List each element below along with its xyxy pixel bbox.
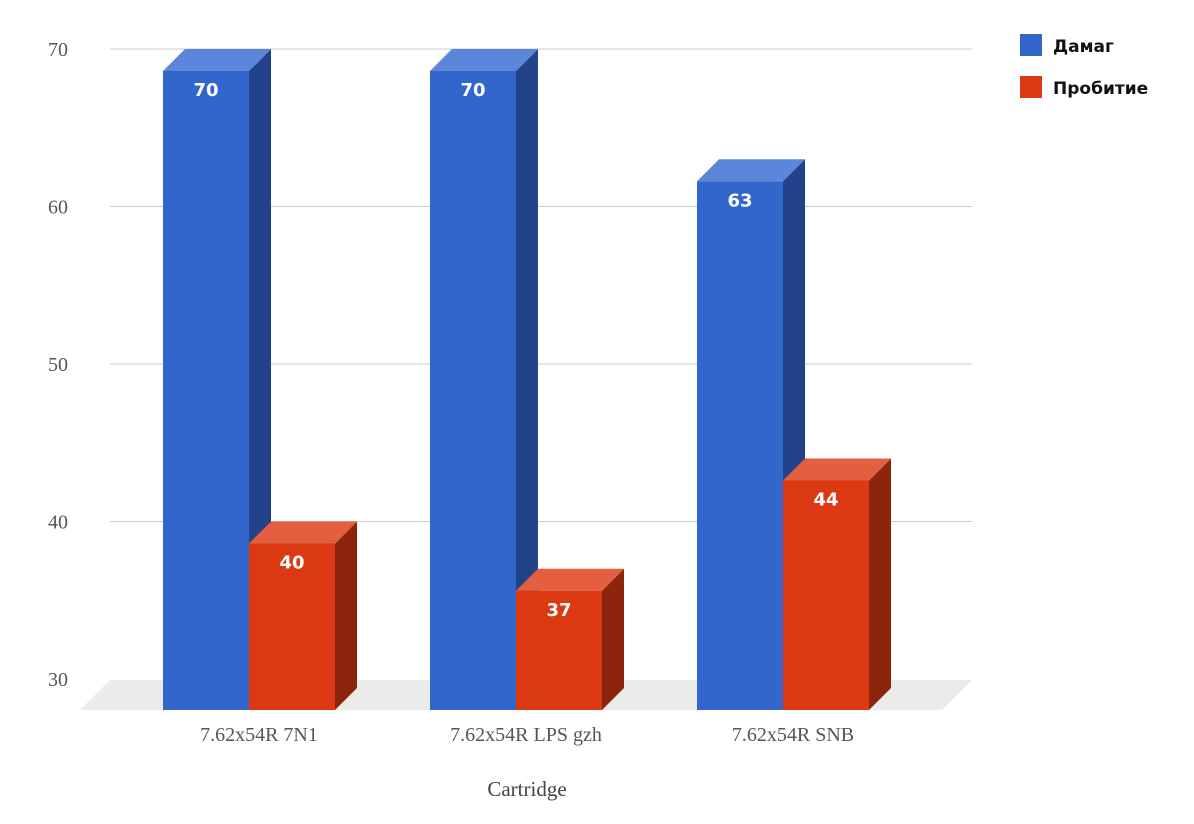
y-tick-label: 70 <box>48 39 68 61</box>
y-tick-label: 40 <box>48 512 68 534</box>
legend: Дамаг Пробитие <box>1020 34 1148 99</box>
bar-top-face <box>783 458 891 481</box>
bar-top-face <box>163 49 271 71</box>
bar-side-face <box>516 49 538 710</box>
bar-side-face <box>602 568 624 710</box>
y-tick-label: 50 <box>48 354 68 376</box>
bar-front-face <box>163 71 249 710</box>
bar-top-face <box>249 521 357 544</box>
legend-item: Дамаг <box>1020 34 1114 57</box>
bar-penetration: 40 <box>249 521 357 710</box>
data-label: 70 <box>460 80 485 101</box>
y-tick-label: 30 <box>48 669 68 691</box>
y-axis-ticks: 30 40 50 60 70 <box>48 39 68 691</box>
data-label: 63 <box>727 190 752 211</box>
bar-side-face <box>869 458 891 710</box>
x-axis-categories: 7.62x54R 7N1 7.62x54R LPS gzh 7.62x54R SNB <box>200 724 854 746</box>
bar-penetration: 44 <box>783 458 891 710</box>
bar-top-face <box>430 49 538 71</box>
legend-swatch <box>1020 76 1042 98</box>
bar-front-face <box>697 181 783 710</box>
bar-front-face <box>430 71 516 710</box>
data-label: 40 <box>279 553 304 574</box>
bar-front-face <box>516 590 602 710</box>
bar-top-face <box>697 159 805 182</box>
bar-front-face <box>249 543 335 710</box>
x-category-label: 7.62x54R LPS gzh <box>450 724 602 746</box>
bar-damage: 70 <box>430 49 538 710</box>
bars: 70 40 70 37 63 44 <box>163 49 891 710</box>
bar-side-face <box>335 521 357 710</box>
x-category-label: 7.62x54R 7N1 <box>200 724 318 746</box>
x-category-label: 7.62x54R SNB <box>732 724 854 746</box>
data-label: 70 <box>193 80 218 101</box>
y-tick-label: 60 <box>48 197 68 219</box>
legend-label: Дамаг <box>1053 37 1114 57</box>
legend-swatch <box>1020 34 1042 56</box>
data-label: 37 <box>546 600 571 621</box>
legend-label: Пробитие <box>1053 79 1148 99</box>
x-axis-title: Cartridge <box>487 777 566 801</box>
legend-item: Пробитие <box>1020 76 1148 99</box>
bar-front-face <box>783 480 869 710</box>
bar-damage: 70 <box>163 49 271 710</box>
bar-top-face <box>516 568 624 591</box>
bar-penetration: 37 <box>516 568 624 710</box>
data-label: 44 <box>813 490 838 511</box>
